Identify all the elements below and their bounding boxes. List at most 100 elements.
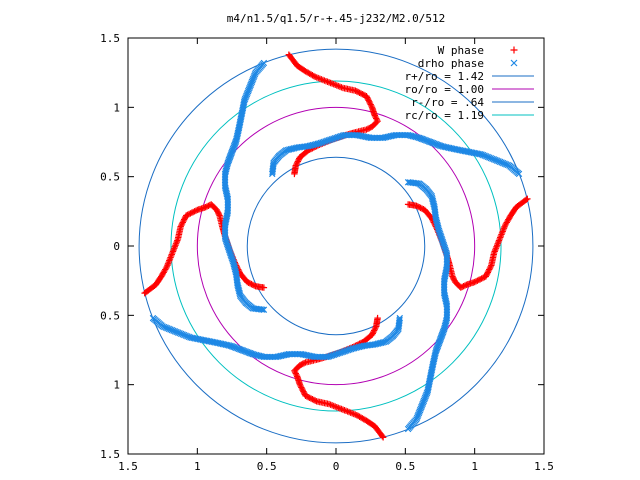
w-phase-point bbox=[404, 201, 412, 208]
drho-phase-point bbox=[396, 316, 403, 323]
w-phase-point bbox=[484, 269, 492, 276]
w-phase-point bbox=[451, 277, 458, 284]
legend-entry-rc-ro-1-19: rc/ro = 1.19 bbox=[405, 109, 534, 122]
drho-phase-point bbox=[268, 170, 276, 178]
w-phase-point bbox=[300, 359, 308, 367]
y-tick-label: 0 bbox=[113, 240, 120, 253]
w-phase-point bbox=[203, 203, 211, 210]
w-phase-point bbox=[366, 98, 373, 105]
drho-phase-point bbox=[404, 178, 412, 186]
w-phase-point bbox=[353, 88, 360, 95]
w-phase-point bbox=[352, 87, 359, 94]
w-phase-point bbox=[250, 282, 258, 289]
legend-label: rc/ro = 1.19 bbox=[405, 109, 484, 122]
x-tick-label: 1.5 bbox=[118, 460, 138, 473]
y-tick-label: 1 bbox=[113, 101, 120, 114]
w-phase-point bbox=[181, 215, 189, 222]
w-phase-point bbox=[180, 216, 188, 223]
w-phase-point bbox=[483, 270, 491, 277]
w-phase-point bbox=[360, 91, 367, 99]
w-phase-point bbox=[364, 95, 372, 103]
legend-label: W phase bbox=[438, 44, 484, 57]
w-phase-point bbox=[191, 208, 198, 215]
w-phase-point bbox=[293, 373, 301, 380]
w-phase-point bbox=[354, 88, 362, 96]
y-tick-label: 0.5 bbox=[100, 171, 120, 184]
w-phase-point bbox=[192, 207, 200, 214]
drho-phase-point bbox=[510, 59, 518, 67]
w-phase-point bbox=[293, 371, 300, 379]
w-phase-point bbox=[370, 327, 378, 334]
w-phase-point bbox=[177, 223, 184, 230]
w-phase-point bbox=[183, 212, 190, 219]
w-phase-point bbox=[188, 209, 195, 216]
w-phase-point bbox=[248, 280, 255, 288]
w-phase-point bbox=[312, 397, 319, 404]
w-phase-point bbox=[488, 262, 495, 269]
w-phase-point bbox=[298, 384, 305, 391]
w-phase-point bbox=[295, 156, 302, 164]
w-phase-point bbox=[180, 217, 187, 225]
w-phase-point bbox=[510, 46, 518, 54]
y-tick-label: 1.5 bbox=[100, 32, 120, 45]
legend-label: r+/ro = 1.42 bbox=[405, 70, 484, 83]
w-phase-point bbox=[354, 412, 362, 420]
w-phase-point bbox=[366, 99, 374, 107]
w-phase-point bbox=[187, 210, 194, 217]
w-phase-point bbox=[418, 205, 426, 212]
w-phase-point bbox=[299, 360, 306, 368]
w-phase-point bbox=[215, 210, 223, 218]
w-phase-point bbox=[417, 204, 424, 212]
drho-phase-point bbox=[260, 306, 268, 314]
drho-phase-point bbox=[259, 306, 266, 313]
legend-entry-w-phase: W phase bbox=[438, 44, 518, 57]
w-phase-point bbox=[414, 203, 422, 210]
w-phase-point bbox=[369, 330, 376, 337]
x-tick-label: 0.5 bbox=[257, 460, 277, 473]
w-phase-point bbox=[189, 208, 197, 216]
w-phase-point bbox=[184, 211, 191, 218]
w-phase-point bbox=[299, 387, 306, 394]
w-phase-point bbox=[293, 159, 301, 166]
w-phase-point bbox=[245, 279, 252, 286]
w-phase-point bbox=[367, 124, 374, 131]
w-phase-point bbox=[368, 123, 376, 130]
w-phase-point bbox=[416, 203, 423, 211]
w-phase-point bbox=[300, 388, 307, 395]
circle-r-ro-1-42 bbox=[138, 48, 534, 444]
w-phase-point bbox=[302, 392, 309, 399]
w-phase-point bbox=[421, 206, 428, 214]
w-phase-point bbox=[477, 276, 484, 283]
w-phase-point bbox=[486, 266, 493, 273]
w-phase-point bbox=[359, 90, 366, 98]
w-phase-point bbox=[485, 267, 492, 275]
y-tick-label: 1 bbox=[113, 379, 120, 392]
w-phase-point bbox=[371, 326, 379, 333]
w-phase-point bbox=[463, 281, 470, 289]
series-drho-phase bbox=[149, 59, 523, 433]
w-phase-point bbox=[371, 112, 379, 119]
w-phase-point bbox=[374, 314, 381, 322]
w-phase-point bbox=[244, 278, 251, 286]
w-phase-point bbox=[363, 93, 370, 100]
drho-phase-point bbox=[406, 179, 413, 186]
w-phase-point bbox=[365, 97, 372, 104]
w-phase-point bbox=[249, 281, 256, 289]
w-phase-point bbox=[472, 278, 480, 285]
w-phase-point bbox=[306, 394, 313, 402]
w-phase-point bbox=[368, 102, 375, 110]
legend-label: drho phase bbox=[418, 57, 484, 70]
w-phase-point bbox=[310, 72, 318, 80]
w-phase-point bbox=[372, 113, 379, 121]
w-phase-point bbox=[213, 206, 220, 214]
legend-entry-r-ro-1-42: r+/ro = 1.42 bbox=[405, 70, 534, 83]
drho-phase-point bbox=[269, 169, 276, 176]
legend-label: ro/ro = 1.00 bbox=[405, 83, 484, 96]
w-phase-point bbox=[307, 395, 315, 402]
w-phase-point bbox=[313, 398, 320, 405]
w-phase-point bbox=[296, 154, 304, 161]
w-phase-point bbox=[481, 274, 488, 281]
w-phase-point bbox=[297, 382, 304, 390]
